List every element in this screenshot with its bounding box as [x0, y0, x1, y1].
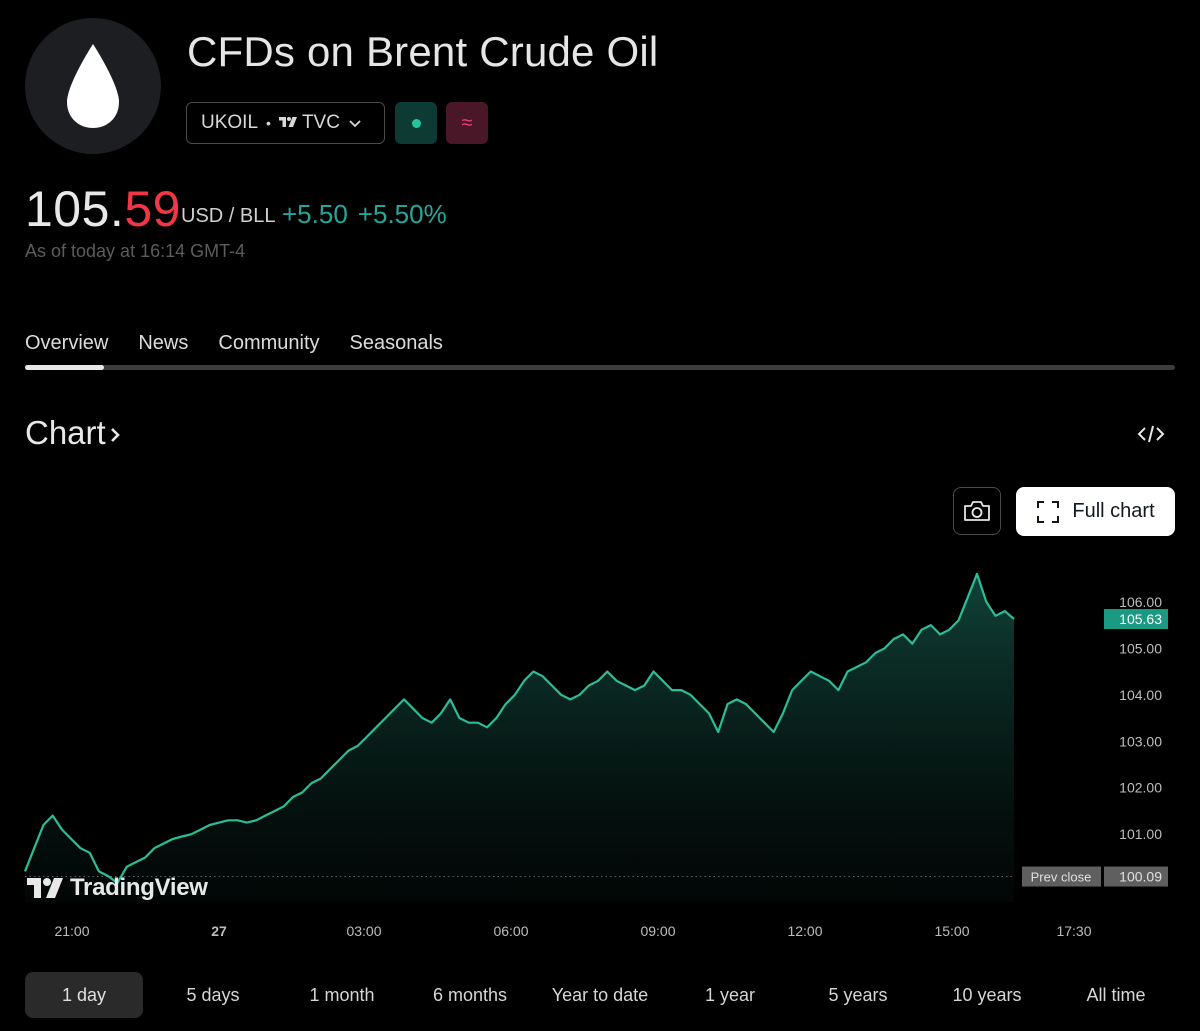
- price-main: 105.: [25, 181, 125, 237]
- prev-close-value-badge: [1104, 866, 1168, 887]
- chevron-right-icon: [110, 428, 120, 442]
- prev-close-value: 100.09: [1119, 869, 1162, 885]
- range-5-years[interactable]: 5 years: [828, 984, 888, 1005]
- full-chart-label: Full chart: [1072, 500, 1155, 522]
- range-1-year[interactable]: 1 year: [704, 984, 756, 1005]
- symbol-selector[interactable]: UKOIL • TVC: [186, 102, 385, 144]
- camera-icon: [964, 501, 990, 521]
- y-tick-label: 103.00: [1119, 733, 1162, 749]
- x-tick-label: 17:30: [1056, 923, 1091, 939]
- range-10-years[interactable]: 10 years: [952, 984, 1022, 1005]
- snapshot-button[interactable]: [953, 487, 1001, 535]
- full-chart-button[interactable]: Full chart: [1016, 487, 1175, 536]
- last-price: 105.59: [25, 180, 181, 238]
- chevron-down-icon: [348, 119, 362, 128]
- current-price-badge: [1104, 609, 1168, 630]
- symbol-ticker: UKOIL: [201, 112, 259, 133]
- price-currency: USD / BLL: [181, 205, 276, 227]
- tradingview-watermark: TradingView: [26, 874, 208, 902]
- watermark-text: TradingView: [70, 874, 208, 901]
- x-tick-label: 06:00: [493, 923, 528, 939]
- x-tick-label: 03:00: [346, 923, 381, 939]
- expand-icon: [1037, 500, 1060, 523]
- chart-section-title: Chart: [25, 414, 106, 451]
- separator: •: [266, 115, 271, 131]
- change-percent: +5.50%: [357, 199, 447, 229]
- chart-section-link[interactable]: Chart: [25, 414, 123, 452]
- symbol-logo: [25, 18, 161, 154]
- price-chart[interactable]: 106.00 105.00 104.00 103.00 102.00 101.00 105.…: [0, 540, 1200, 950]
- x-tick-label: 12:00: [787, 923, 822, 939]
- tab-seasonals[interactable]: Seasonals: [349, 332, 443, 354]
- y-tick-label: 105.00: [1119, 640, 1162, 656]
- tradingview-mini-icon: [278, 116, 297, 130]
- exchange-name: TVC: [301, 112, 340, 133]
- y-tick-label: 106.00: [1119, 594, 1162, 610]
- price-last-digits: 59: [124, 181, 181, 237]
- time-range-selector: 1 day 5 days 1 month 6 months Year to da…: [25, 972, 1175, 1018]
- range-1-month[interactable]: 1 month: [309, 984, 375, 1005]
- price-change: +5.50 +5.50%: [282, 199, 447, 230]
- tab-underline-track: [25, 365, 1175, 370]
- y-tick-label: 102.00: [1119, 780, 1162, 796]
- tab-community[interactable]: Community: [218, 332, 320, 354]
- range-5-days[interactable]: 5 days: [186, 984, 240, 1005]
- y-tick-label: 101.00: [1119, 826, 1162, 842]
- market-open-dot-icon: [411, 118, 421, 128]
- price-area-fill: [25, 573, 1014, 902]
- tab-news[interactable]: News: [138, 332, 189, 354]
- range-6-months[interactable]: 6 months: [432, 984, 508, 1005]
- y-tick-label: 104.00: [1119, 687, 1162, 703]
- oil-drop-icon: [67, 44, 119, 128]
- x-tick-label: 15:00: [934, 923, 969, 939]
- x-tick-label: 21:00: [54, 923, 89, 939]
- range-all-time[interactable]: All time: [1086, 984, 1146, 1005]
- embed-code-button[interactable]: [1136, 420, 1166, 448]
- delayed-data-button[interactable]: ≈: [446, 102, 488, 144]
- tradingview-logo-icon: [27, 878, 63, 898]
- approx-icon: ≈: [461, 111, 473, 134]
- as-of-timestamp: As of today at 16:14 GMT-4: [25, 241, 246, 261]
- code-icon: [1137, 425, 1165, 443]
- range-1-day[interactable]: 1 day: [25, 972, 143, 1018]
- price-line: [23, 572, 1015, 885]
- page-title: CFDs on Brent Crude Oil: [187, 28, 659, 75]
- tab-overview[interactable]: Overview: [25, 332, 109, 354]
- change-absolute: +5.50: [282, 199, 348, 229]
- tab-bar: Overview News Community Seasonals: [25, 332, 473, 355]
- x-tick-label: 27: [211, 923, 227, 939]
- prev-close-label: Prev close: [1031, 870, 1092, 885]
- current-price-label: 105.63: [1119, 611, 1162, 627]
- prev-close-badge: [1022, 866, 1101, 887]
- market-open-status-button[interactable]: [395, 102, 437, 144]
- active-tab-indicator: [25, 365, 104, 370]
- range-year-to-date[interactable]: Year to date: [551, 984, 649, 1005]
- x-tick-label: 09:00: [640, 923, 675, 939]
